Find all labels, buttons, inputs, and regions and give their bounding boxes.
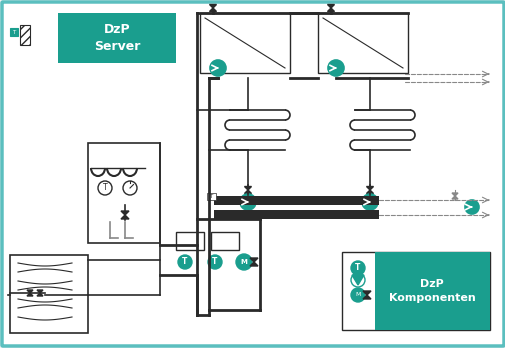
Polygon shape	[351, 275, 363, 285]
Text: M: M	[240, 259, 247, 265]
Bar	[58, 13, 176, 63]
Polygon shape	[451, 193, 457, 196]
Text: DzP
Server: DzP Server	[93, 23, 140, 53]
Polygon shape	[362, 291, 370, 295]
Polygon shape	[121, 215, 129, 219]
Bar	[10, 255, 88, 333]
Circle shape	[464, 200, 478, 214]
Polygon shape	[244, 187, 251, 190]
Circle shape	[98, 181, 112, 195]
Bar	[214, 196, 378, 205]
Polygon shape	[27, 293, 33, 296]
Text: DzP
Komponenten: DzP Komponenten	[388, 279, 474, 303]
Polygon shape	[366, 187, 373, 190]
Bar	[207, 193, 216, 200]
Bar	[211, 232, 238, 250]
Polygon shape	[27, 290, 33, 293]
Text: T: T	[209, 195, 212, 199]
Text: T: T	[182, 258, 187, 267]
Bar	[374, 252, 489, 330]
Circle shape	[361, 194, 377, 210]
Bar	[317, 13, 407, 73]
Polygon shape	[244, 190, 251, 193]
Circle shape	[208, 255, 222, 269]
Text: T: T	[355, 263, 360, 272]
Circle shape	[210, 60, 226, 76]
Polygon shape	[362, 295, 370, 299]
Bar	[199, 13, 289, 73]
Bar	[176, 232, 204, 250]
Bar	[10, 28, 18, 36]
Bar	[341, 252, 489, 330]
Circle shape	[178, 255, 191, 269]
Circle shape	[327, 60, 343, 76]
Polygon shape	[37, 293, 43, 296]
Polygon shape	[366, 190, 373, 193]
Polygon shape	[209, 8, 216, 11]
Circle shape	[350, 261, 364, 275]
Polygon shape	[121, 211, 129, 215]
Bar	[20, 25, 30, 45]
Polygon shape	[451, 196, 457, 199]
Polygon shape	[249, 262, 258, 266]
Bar	[214, 210, 378, 219]
Circle shape	[239, 194, 256, 210]
Polygon shape	[327, 8, 334, 11]
Polygon shape	[209, 5, 216, 8]
Circle shape	[350, 288, 364, 302]
Text: T: T	[212, 258, 217, 267]
Circle shape	[235, 254, 251, 270]
Text: T: T	[103, 183, 107, 192]
Polygon shape	[37, 290, 43, 293]
Bar	[88, 143, 160, 243]
Circle shape	[123, 181, 137, 195]
Polygon shape	[249, 258, 258, 262]
Polygon shape	[327, 5, 334, 8]
Text: M: M	[355, 293, 360, 298]
Text: T: T	[12, 30, 16, 34]
